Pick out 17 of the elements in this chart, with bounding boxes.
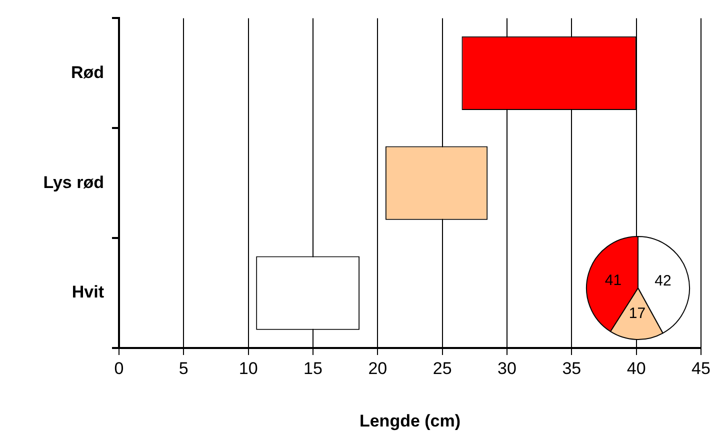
x-tick-label: 35 [562, 358, 582, 378]
data-label: 42 [654, 272, 672, 290]
x-axis-title: Lengde (cm) [359, 411, 461, 430]
x-tick-label: 10 [238, 358, 258, 378]
x-tick-label: 45 [692, 358, 710, 378]
x-tick-label: 25 [432, 358, 452, 378]
data-label: 17 [628, 304, 646, 322]
x-tick-label: 40 [626, 358, 646, 378]
y-tick-label: Hvit [72, 282, 104, 302]
x-tick-label: 20 [368, 358, 388, 378]
y-tick-label: Rød [70, 62, 104, 82]
x-tick-label: 15 [304, 358, 322, 378]
y-tick-label: Lys rød [43, 172, 104, 192]
x-tick-label: 0 [114, 358, 124, 378]
x-tick-label: 30 [498, 358, 516, 378]
data-label: 41 [604, 272, 622, 289]
x-tick-label: 5 [178, 358, 188, 378]
